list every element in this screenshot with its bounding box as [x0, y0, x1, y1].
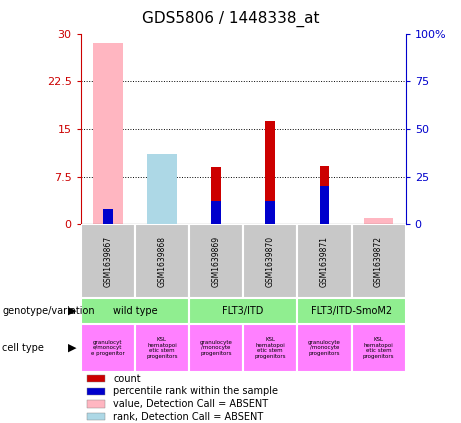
- Text: genotype/variation: genotype/variation: [2, 306, 95, 316]
- Text: wild type: wild type: [112, 306, 157, 316]
- Bar: [266, 121, 275, 224]
- Bar: [189, 324, 243, 372]
- Bar: [87, 388, 105, 395]
- Bar: [147, 167, 177, 224]
- Text: count: count: [113, 374, 141, 384]
- Text: GSM1639869: GSM1639869: [212, 236, 221, 287]
- Bar: [319, 186, 329, 224]
- Text: granulocyte
/monocyte
progenitors: granulocyte /monocyte progenitors: [308, 340, 341, 356]
- Text: GSM1639872: GSM1639872: [374, 236, 383, 287]
- Text: GSM1639868: GSM1639868: [157, 236, 166, 287]
- Bar: [364, 218, 394, 224]
- Bar: [211, 201, 221, 224]
- Text: GSM1639867: GSM1639867: [103, 236, 112, 287]
- Text: ▶: ▶: [68, 306, 76, 316]
- Text: FLT3/ITD-SmoM2: FLT3/ITD-SmoM2: [311, 306, 392, 316]
- Text: FLT3/ITD: FLT3/ITD: [223, 306, 264, 316]
- Bar: [297, 324, 352, 372]
- Bar: [189, 298, 297, 324]
- Bar: [135, 324, 189, 372]
- Bar: [81, 324, 135, 372]
- Text: GSM1639870: GSM1639870: [266, 236, 275, 287]
- Text: rank, Detection Call = ABSENT: rank, Detection Call = ABSENT: [113, 412, 263, 422]
- Bar: [135, 224, 189, 298]
- Text: ▶: ▶: [68, 343, 76, 353]
- Text: KSL
hematopoi
etic stem
progenitors: KSL hematopoi etic stem progenitors: [254, 337, 286, 359]
- Bar: [211, 167, 221, 224]
- Text: granulocyt
e/monocyt
e progenitor: granulocyt e/monocyt e progenitor: [91, 340, 124, 356]
- Bar: [87, 375, 105, 382]
- Text: KSL
hematopoi
etic stem
progenitors: KSL hematopoi etic stem progenitors: [363, 337, 394, 359]
- Bar: [87, 401, 105, 407]
- Text: granulocyte
/monocyte
progenitors: granulocyte /monocyte progenitors: [200, 340, 232, 356]
- Text: value, Detection Call = ABSENT: value, Detection Call = ABSENT: [113, 399, 268, 409]
- Bar: [103, 209, 112, 224]
- Text: percentile rank within the sample: percentile rank within the sample: [113, 386, 278, 396]
- Bar: [189, 224, 243, 298]
- Text: KSL
hematopoi
etic stem
progenitors: KSL hematopoi etic stem progenitors: [146, 337, 177, 359]
- Bar: [243, 324, 297, 372]
- Bar: [243, 224, 297, 298]
- Bar: [87, 413, 105, 420]
- Text: GSM1639871: GSM1639871: [320, 236, 329, 287]
- Bar: [297, 298, 406, 324]
- Bar: [93, 44, 123, 224]
- Bar: [266, 201, 275, 224]
- Text: cell type: cell type: [2, 343, 44, 353]
- Bar: [352, 324, 406, 372]
- Bar: [147, 154, 177, 224]
- Bar: [81, 298, 189, 324]
- Bar: [297, 224, 352, 298]
- Bar: [352, 224, 406, 298]
- Bar: [81, 224, 135, 298]
- Text: GDS5806 / 1448338_at: GDS5806 / 1448338_at: [142, 11, 319, 27]
- Bar: [319, 166, 329, 224]
